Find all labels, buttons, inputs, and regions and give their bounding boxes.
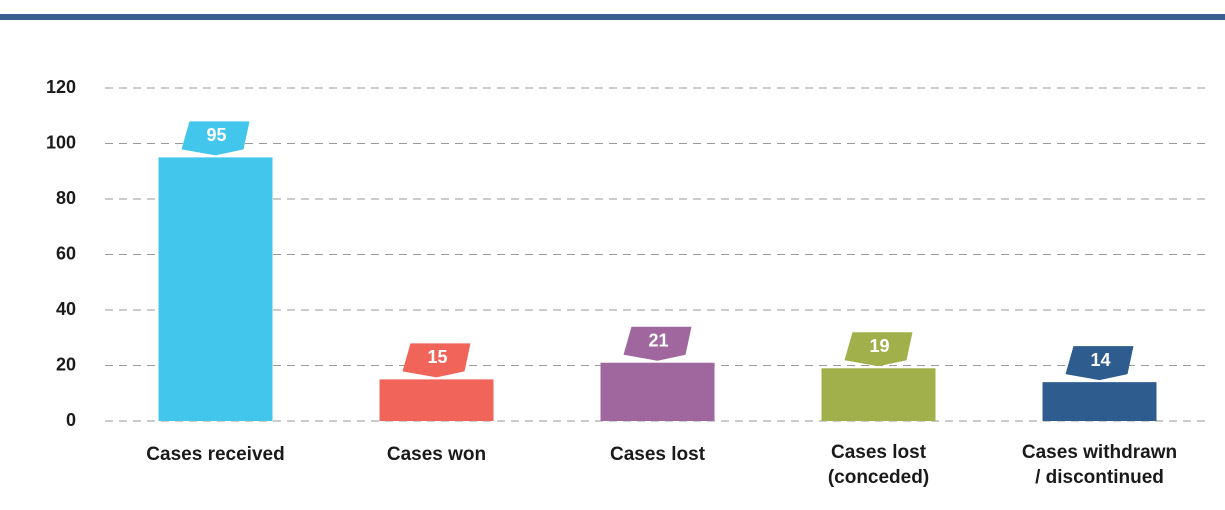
bar <box>821 368 936 421</box>
bar <box>379 379 494 421</box>
x-tick-label: Cases lost (conceded) <box>827 442 930 488</box>
value-tag <box>1065 346 1134 381</box>
value-label: 95 <box>206 125 226 145</box>
x-tick-label: Cases received <box>146 444 285 465</box>
x-tick-label: Cases withdrawn / discontinued <box>1021 442 1178 488</box>
value-label: 19 <box>869 336 889 356</box>
y-tick-label: 60 <box>56 243 76 263</box>
top-rule <box>0 14 1225 20</box>
value-tag <box>181 121 250 156</box>
value-label: 15 <box>427 347 447 367</box>
value-label: 21 <box>648 330 668 350</box>
bar <box>158 157 273 421</box>
x-tick-label: Cases won <box>386 444 487 465</box>
bar <box>600 362 715 421</box>
y-tick-label: 0 <box>66 410 76 430</box>
y-tick-label: 20 <box>56 354 76 374</box>
bar <box>1042 382 1157 421</box>
y-tick-label: 100 <box>46 132 76 152</box>
value-tag <box>623 326 692 361</box>
y-tick-label: 40 <box>56 299 76 319</box>
y-tick-label: 80 <box>56 188 76 208</box>
x-tick-label: Cases lost <box>609 444 706 465</box>
value-tag <box>844 332 913 367</box>
value-tag <box>402 343 471 378</box>
value-label: 14 <box>1090 350 1110 370</box>
y-tick-label: 120 <box>46 77 76 97</box>
